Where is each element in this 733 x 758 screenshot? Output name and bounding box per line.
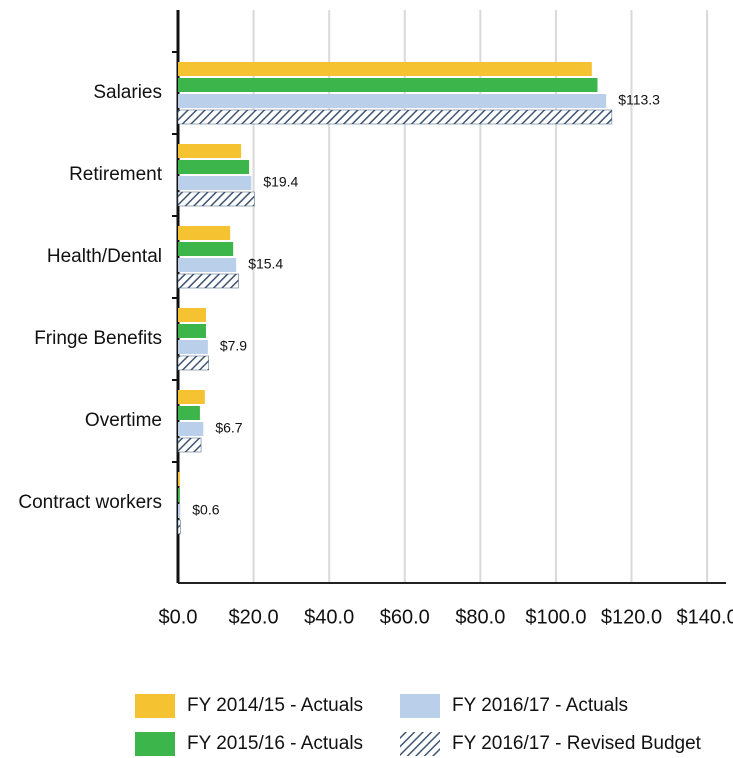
legend-swatch [400, 732, 440, 756]
x-tick-label: $140.0 [677, 606, 733, 628]
bar [178, 62, 592, 76]
bar [177, 355, 209, 371]
bar [178, 488, 180, 502]
bar [177, 191, 255, 207]
bar [178, 242, 234, 256]
category-label: Retirement [69, 164, 163, 185]
bar [178, 78, 598, 92]
legend-label: FY 2014/15 - Actuals [187, 695, 363, 716]
value-label: $19.4 [263, 174, 298, 190]
value-label: $0.6 [192, 502, 219, 518]
value-label: $15.4 [248, 256, 283, 272]
x-tick-label: $120.0 [601, 606, 662, 628]
bar [178, 324, 206, 338]
category-label: Fringe Benefits [34, 328, 162, 349]
legend-swatch [400, 694, 440, 718]
legend-label: FY 2016/17 - Actuals [452, 695, 628, 716]
bar [178, 258, 237, 272]
bar [178, 390, 205, 404]
bar [177, 437, 202, 453]
legend-label: FY 2016/17 - Revised Budget [452, 733, 702, 754]
value-label: $113.3 [618, 92, 660, 108]
bar [178, 406, 200, 420]
value-label: $6.7 [215, 420, 242, 436]
category-label: Salaries [93, 82, 162, 103]
x-tick-label: $80.0 [455, 606, 505, 628]
bar [178, 226, 231, 240]
value-label: $7.9 [220, 338, 247, 354]
category-label: Overtime [85, 410, 162, 431]
bar [178, 144, 242, 158]
x-tick-label: $60.0 [380, 606, 430, 628]
bar [178, 422, 204, 436]
bar [177, 273, 239, 289]
legend-swatch [135, 694, 175, 718]
bar [178, 94, 607, 108]
bar [178, 504, 181, 518]
bar [177, 109, 613, 125]
category-label: Health/Dental [47, 246, 162, 267]
x-tick-label: $20.0 [229, 606, 279, 628]
x-tick-label: $40.0 [304, 606, 354, 628]
category-label: Contract workers [18, 492, 162, 513]
legend-label: FY 2015/16 - Actuals [187, 733, 363, 754]
bar [178, 176, 252, 190]
bar [178, 340, 208, 354]
bar [178, 472, 180, 486]
legend-swatch [135, 732, 175, 756]
bar [178, 160, 250, 174]
bar [177, 519, 181, 535]
bar [178, 308, 206, 322]
x-tick-label: $0.0 [159, 606, 198, 628]
x-tick-label: $100.0 [525, 606, 586, 628]
